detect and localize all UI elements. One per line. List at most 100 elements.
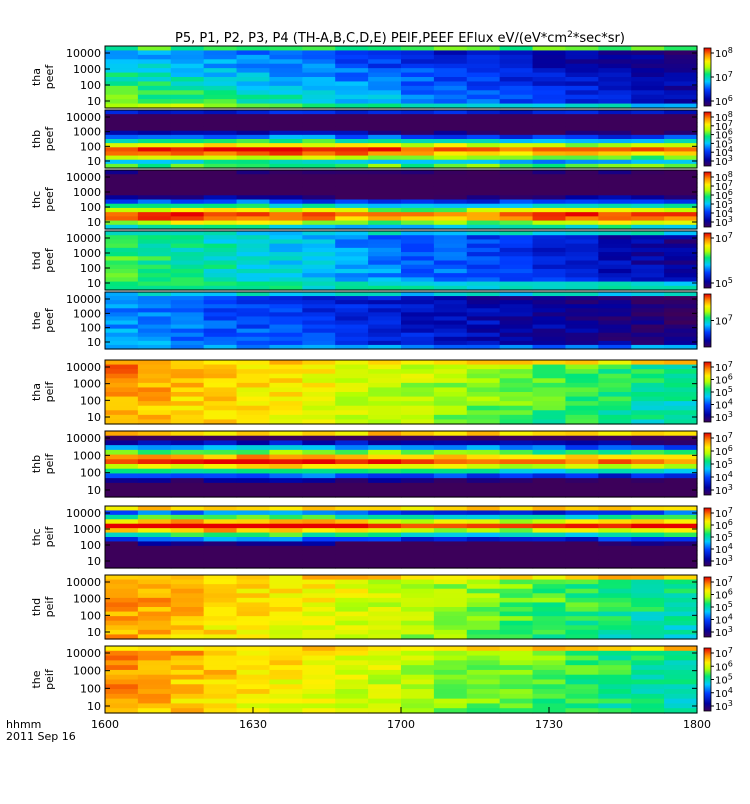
heatmap-cell [631,532,665,538]
heatmap-cell [532,537,567,543]
heatmap-cell [401,550,435,556]
heatmap-cell [105,122,139,128]
heatmap-cell [631,579,665,585]
heatmap-cell [598,478,632,484]
heatmap-cell [499,85,534,91]
heatmap-cell [203,59,238,65]
heatmap-cell [170,541,205,547]
heatmap-cell [631,54,665,60]
heatmap-cell [565,597,599,604]
heatmap-cell [269,256,303,262]
heatmap-cell [105,292,139,297]
heatmap-cell [433,264,468,270]
heatmap-cell [598,419,632,425]
heatmap-cell [532,378,567,384]
heatmap-cell [302,674,336,681]
heatmap-cell [664,646,698,652]
heatmap-cell [137,665,172,671]
heatmap-cell [335,195,369,201]
heatmap-cell [631,50,665,56]
heatmap-cell [466,616,501,622]
heatmap-cell [631,559,665,565]
heatmap-cell [664,143,698,148]
heatmap-cell [170,387,205,393]
heatmap-cell [499,545,534,551]
heatmap-cell [302,554,336,560]
heatmap-cell [105,611,139,617]
heatmap-cell [565,207,599,213]
heatmap-cell [401,155,435,161]
heatmap-cell [433,186,468,192]
heatmap-cell [302,77,336,83]
heatmap-cell [466,660,501,666]
heatmap-cell [664,387,698,393]
heatmap-cell [466,285,501,291]
heatmap-cell [236,256,271,262]
heatmap-cell [368,410,402,416]
heatmap-cell [335,340,369,346]
heatmap-cell [466,122,501,128]
heatmap-cell [236,689,271,695]
heatmap-cell [631,396,665,402]
heatmap-cell [433,634,468,640]
heatmap-cell [335,159,369,165]
colorbar-tick-label: 103 [715,410,733,424]
heatmap-cell [302,277,336,283]
heatmap-cell [335,252,369,257]
colorbar-tick-label: 106 [715,444,733,458]
heatmap-cell [269,634,303,640]
heatmap-cell [170,130,205,136]
heatmap-cell [105,373,139,379]
heatmap-cell [105,684,139,690]
heatmap-cell [335,72,369,78]
colorbar-tick-label: 104 [715,686,733,700]
heatmap-cell [105,579,139,585]
heatmap-cell [499,99,534,105]
heatmap-cell [368,178,402,184]
heatmap-cell [466,85,501,91]
heatmap-cell [105,665,139,671]
heatmap-cell [203,414,238,421]
heatmap-cell [302,224,336,230]
heatmap-cell [401,316,435,322]
heatmap-cell [466,519,501,525]
heatmap-cell [170,392,205,398]
heatmap-cell [137,514,172,520]
heatmap-cell [565,669,599,676]
heatmap-cell [170,563,205,569]
heatmap-cell [302,90,336,96]
heatmap-cell [631,537,665,543]
heatmap-cell [236,396,271,402]
heatmap-cell [236,159,271,165]
heatmap-cell [137,336,172,342]
heatmap-cell [302,468,336,475]
heatmap-cell [105,464,139,470]
heatmap-cell [598,336,632,342]
heatmap-cell [631,468,665,475]
heatmap-cell [532,122,567,128]
heatmap-cell [105,324,139,330]
heatmap-cell [565,273,599,278]
heatmap-cell [236,629,271,636]
heatmap-cell [499,174,534,180]
heatmap-cell [598,646,632,652]
heatmap-cell [170,364,205,370]
heatmap-cell [631,130,665,136]
heatmap-cell [631,174,665,180]
heatmap-cell [532,440,567,446]
heatmap-cell [433,401,468,407]
heatmap-cell [466,684,501,690]
heatmap-cell [105,90,139,96]
heatmap-cell [105,554,139,560]
heatmap-cell [236,277,271,283]
heatmap-cell [565,629,599,636]
heatmap-cell [664,519,698,525]
heatmap-cell [236,616,271,622]
heatmap-cell [565,674,599,681]
heatmap-cell [203,703,238,709]
heatmap-cell [137,464,172,470]
y-tick-label: 10000 [66,47,101,60]
heatmap-cell [433,396,468,402]
heatmap-cell [631,344,665,350]
